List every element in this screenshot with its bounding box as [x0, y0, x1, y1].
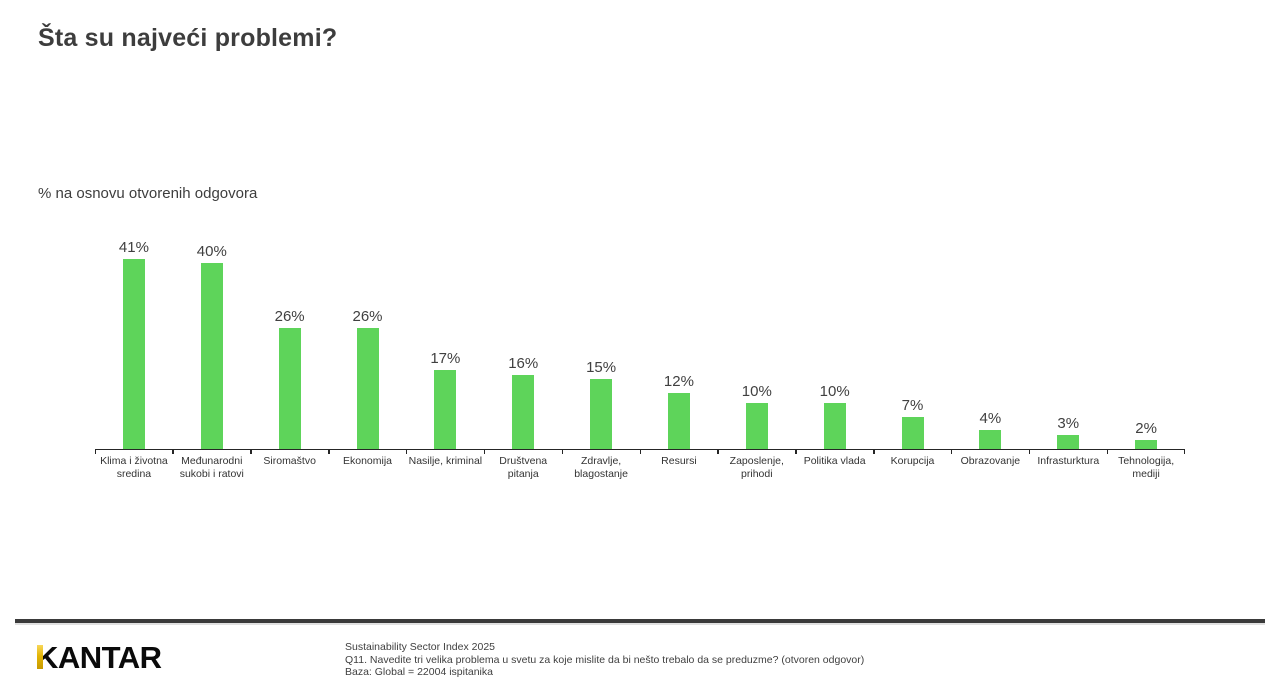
page-title: Šta su najveći problemi? — [38, 24, 338, 52]
bar-column: 7% — [874, 396, 952, 449]
bar-value-label: 17% — [430, 350, 461, 368]
bar-value-label: 26% — [352, 308, 383, 326]
category-label: Zdravlje, blagostanje — [561, 450, 640, 480]
bar-value-label: 10% — [819, 382, 850, 400]
bars-row: 41% 40% 26% 26% 17% 16% 15% 12% 10% 10% 7% 4% 3% 2% — [95, 234, 1185, 449]
bar-value-label: 40% — [196, 243, 227, 261]
bar-column: 4% — [951, 410, 1029, 449]
source-line: Sustainability Sector Index 2025 — [345, 641, 496, 653]
category-label: Zaposlenje, prihodi — [717, 450, 796, 480]
bar-column: 10% — [796, 383, 874, 449]
bar-column: 26% — [329, 308, 407, 449]
bar — [901, 416, 924, 449]
bar-column: 15% — [562, 359, 640, 449]
category-label: Politika vlada — [795, 450, 874, 480]
bar-value-label: 10% — [741, 382, 772, 400]
category-axis: Klima i životna sredina Međunarodni sukob… — [94, 449, 1185, 480]
footer-divider — [15, 619, 1265, 623]
bar — [356, 328, 379, 449]
category-label: Obrazovanje — [950, 450, 1029, 480]
bar — [979, 430, 1002, 449]
category-label: Međunarodni sukobi i ratovi — [172, 450, 251, 480]
bar-value-label: 2% — [1135, 419, 1157, 437]
bar — [122, 258, 145, 449]
bar-column: 40% — [173, 243, 251, 449]
category-label: Ekonomija — [328, 450, 407, 480]
source-line: Q11. Navedite tri velika problema u svet… — [345, 653, 865, 666]
kantar-logo: KANTAR — [36, 640, 162, 676]
bar — [1057, 435, 1080, 449]
bar-column: 3% — [1029, 415, 1107, 449]
bar — [278, 328, 301, 449]
bar — [667, 393, 690, 449]
kantar-logo-text: KANTAR — [36, 640, 162, 675]
bar-column: 12% — [640, 373, 718, 449]
category-label: Nasilje, kriminal — [405, 450, 484, 480]
bar-value-label: 16% — [508, 354, 539, 372]
bar-value-label: 26% — [274, 308, 305, 326]
category-label: Društvena pitanja — [483, 450, 562, 480]
source-line: Baza: Global = 22004 ispitanika — [345, 666, 493, 678]
bar-value-label: 7% — [901, 396, 924, 414]
bar-column: 26% — [251, 308, 329, 449]
chart-subtitle: % na osnovu otvorenih odgovora — [38, 185, 258, 202]
category-label: Infrasturktura — [1028, 450, 1107, 480]
bar — [590, 379, 613, 449]
bar-value-label: 15% — [586, 359, 617, 377]
bar — [200, 263, 223, 449]
kantar-logo-gold-bar-icon — [37, 645, 43, 669]
category-label: Siromaštvo — [250, 450, 329, 480]
bar — [745, 402, 768, 449]
source-note: Sustainability Sector Index 2025 Q11. Na… — [345, 641, 864, 679]
bar-value-label: 4% — [979, 410, 1002, 428]
bar — [1135, 439, 1158, 449]
bar-value-label: 3% — [1057, 415, 1080, 433]
bar-column: 10% — [718, 383, 796, 449]
category-label: Resursi — [639, 450, 718, 480]
bar-column: 16% — [484, 355, 562, 449]
bar — [434, 370, 457, 449]
bar-value-label: 12% — [663, 373, 694, 391]
category-label: Tehnologija, mediji — [1106, 450, 1185, 480]
bar-column: 2% — [1107, 420, 1185, 449]
category-label: Klima i životna sredina — [94, 450, 173, 480]
bar-value-label: 41% — [118, 238, 149, 256]
bar-column: 17% — [406, 350, 484, 449]
bar — [823, 402, 846, 449]
bar-column: 41% — [95, 239, 173, 449]
bar — [512, 374, 535, 449]
category-label: Korupcija — [873, 450, 952, 480]
bar-chart: 41% 40% 26% 26% 17% 16% 15% 12% 10% 10% 7% 4% 3% 2% K… — [94, 234, 1185, 480]
